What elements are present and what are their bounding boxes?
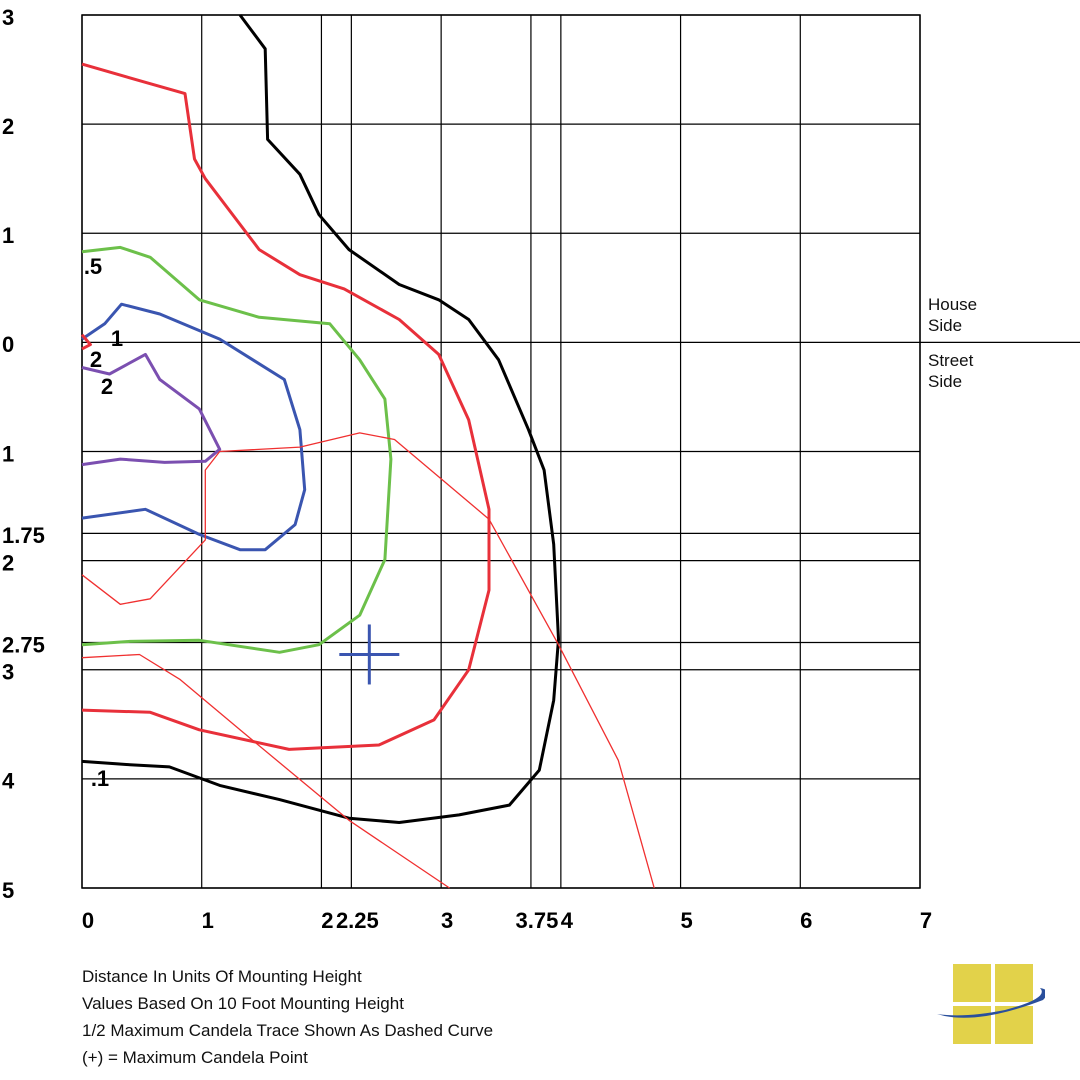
y-tick-label: 1 — [2, 223, 14, 248]
y-tick-label: 2.75 — [2, 632, 45, 657]
street-side-label: Street Side — [928, 351, 974, 391]
isoline — [81, 245, 393, 654]
y-tick-label: 2 — [2, 114, 14, 139]
x-tick-label: 1 — [202, 908, 214, 933]
note: Values Based On 10 Foot Mounting Height — [82, 994, 404, 1013]
house-side-label: House Side — [928, 295, 978, 335]
isoline-label: 1 — [111, 326, 123, 351]
isoline-label: 2 — [101, 374, 113, 399]
x-tick-label: 4 — [561, 908, 574, 933]
isoline-label: .5 — [84, 254, 102, 279]
isoline-label: .1 — [91, 766, 109, 791]
x-tick-label: 5 — [680, 908, 692, 933]
x-tick-label: 6 — [800, 908, 812, 933]
y-tick-label: 3 — [2, 660, 14, 685]
x-tick-label: 3.75 — [516, 908, 559, 933]
y-tick-label: 4 — [2, 769, 15, 794]
isoline-label: 2 — [90, 347, 102, 372]
x-tick-label: 0 — [82, 908, 94, 933]
logo-square — [995, 964, 1033, 1002]
y-tick-label: 5 — [2, 878, 14, 903]
logo — [937, 964, 1045, 1044]
isoline — [81, 62, 491, 751]
note: 1/2 Maximum Candela Trace Shown As Dashe… — [82, 1021, 494, 1040]
isoline — [81, 302, 307, 552]
x-tick-label: 7 — [920, 908, 932, 933]
y-tick-label: 0 — [2, 332, 14, 357]
isoline — [80, 333, 92, 351]
y-tick-label: 1 — [2, 441, 14, 466]
logo-square — [953, 964, 991, 1002]
y-tick-label: 2 — [2, 550, 14, 575]
note: (+) = Maximum Candela Point — [82, 1048, 308, 1067]
y-tick-label: 1.75 — [2, 523, 45, 548]
x-tick-label: 3 — [441, 908, 453, 933]
x-tick-label: 2.25 — [336, 908, 379, 933]
y-tick-label: 3 — [2, 5, 14, 30]
isoline — [81, 432, 655, 889]
logo-square — [953, 1006, 991, 1044]
isoline — [81, 14, 560, 824]
isoline — [81, 352, 222, 467]
note: Distance In Units Of Mounting Height — [82, 967, 362, 986]
x-tick-label: 2 — [321, 908, 333, 933]
notes: Distance In Units Of Mounting Height Valu… — [82, 963, 493, 1071]
